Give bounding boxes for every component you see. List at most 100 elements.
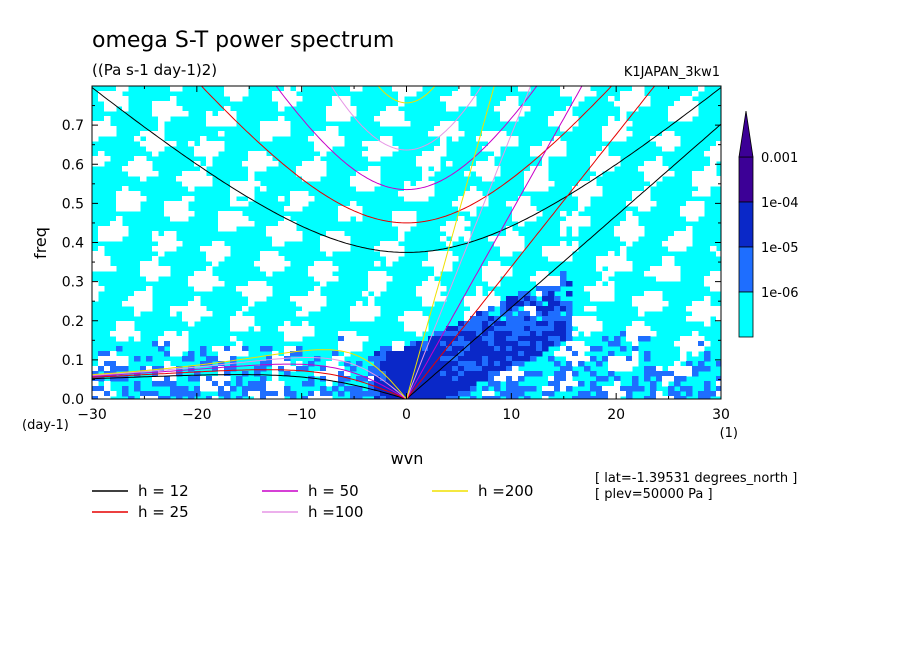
power-cell xyxy=(542,291,549,297)
power-cell xyxy=(416,156,423,162)
power-cell xyxy=(278,366,285,372)
power-cell xyxy=(698,211,705,217)
power-cell xyxy=(344,331,351,337)
power-cell xyxy=(182,356,189,362)
power-cell xyxy=(320,271,327,277)
power-cell xyxy=(554,146,561,152)
power-cell xyxy=(140,396,147,399)
y-axis-label: freq xyxy=(31,227,50,259)
power-cell xyxy=(242,351,249,357)
power-cell xyxy=(104,106,111,112)
power-cell xyxy=(188,276,195,282)
power-cell xyxy=(506,361,513,367)
power-cell xyxy=(272,226,279,232)
power-cell xyxy=(152,236,159,242)
power-cell xyxy=(380,386,387,392)
power-cell xyxy=(644,166,651,172)
power-cell xyxy=(428,356,435,362)
power-cell xyxy=(374,391,381,397)
power-cell xyxy=(488,176,495,182)
power-cell xyxy=(224,246,231,252)
power-cell xyxy=(542,276,549,282)
power-cell xyxy=(716,271,721,277)
power-cell xyxy=(434,356,441,362)
power-cell xyxy=(590,296,597,302)
power-cell xyxy=(692,346,699,352)
power-cell xyxy=(122,356,129,362)
power-cell xyxy=(470,196,477,202)
power-cell xyxy=(668,111,675,117)
power-cell xyxy=(176,86,183,92)
power-cell xyxy=(470,166,477,172)
power-cell xyxy=(506,96,513,102)
power-cell xyxy=(446,361,453,367)
power-cell xyxy=(392,241,399,247)
power-cell xyxy=(488,346,495,352)
power-cell xyxy=(512,296,519,302)
power-cell xyxy=(152,381,159,387)
power-cell xyxy=(92,251,99,257)
power-cell xyxy=(674,271,681,277)
power-cell xyxy=(452,121,459,127)
power-cell xyxy=(260,136,267,142)
colorbar-label: 1e-05 xyxy=(761,241,799,256)
power-cell xyxy=(422,166,429,172)
power-cell xyxy=(518,316,525,322)
power-cell xyxy=(584,186,591,192)
power-cell xyxy=(608,261,615,267)
power-cell xyxy=(458,221,465,227)
power-cell xyxy=(146,271,153,277)
power-cell xyxy=(572,226,579,232)
power-cell xyxy=(548,386,555,392)
power-cell xyxy=(542,396,549,399)
power-cell xyxy=(338,391,345,397)
power-cell xyxy=(110,266,117,272)
power-cell xyxy=(458,361,465,367)
power-cell xyxy=(152,396,159,399)
power-cell xyxy=(428,296,435,302)
power-cell xyxy=(368,371,375,377)
power-cell xyxy=(200,286,207,292)
power-cell xyxy=(230,91,237,97)
power-cell xyxy=(626,101,633,107)
power-cell xyxy=(698,171,705,177)
power-cell xyxy=(698,341,705,347)
power-cell xyxy=(560,326,567,332)
power-cell xyxy=(248,291,255,297)
power-cell xyxy=(332,246,339,252)
power-cell xyxy=(392,116,399,122)
power-cell xyxy=(314,396,321,399)
power-cell xyxy=(110,96,117,102)
power-cell xyxy=(560,276,567,282)
power-cell xyxy=(704,316,711,322)
power-cell xyxy=(422,391,429,397)
power-cell xyxy=(584,306,591,312)
power-cell xyxy=(428,346,435,352)
power-cell xyxy=(116,221,123,227)
power-cell xyxy=(230,386,237,392)
power-cell xyxy=(374,376,381,382)
power-cell xyxy=(146,306,153,312)
power-cell xyxy=(320,396,327,399)
power-cell xyxy=(542,391,549,397)
power-cell xyxy=(272,361,279,367)
power-cell xyxy=(596,386,603,392)
power-cell xyxy=(140,131,147,137)
power-cell xyxy=(548,331,555,337)
power-cell xyxy=(608,121,615,127)
power-cell xyxy=(374,141,381,147)
power-cell xyxy=(536,146,543,152)
power-cell xyxy=(506,331,513,337)
power-cell xyxy=(344,346,351,352)
power-cell xyxy=(464,386,471,392)
power-cell xyxy=(428,256,435,262)
power-cell xyxy=(140,161,147,167)
power-cell xyxy=(176,371,183,377)
power-cell xyxy=(566,346,573,352)
power-cell xyxy=(620,131,627,137)
power-cell xyxy=(146,136,153,142)
power-cell xyxy=(572,356,579,362)
power-cell xyxy=(296,191,303,197)
power-cell xyxy=(506,301,513,307)
